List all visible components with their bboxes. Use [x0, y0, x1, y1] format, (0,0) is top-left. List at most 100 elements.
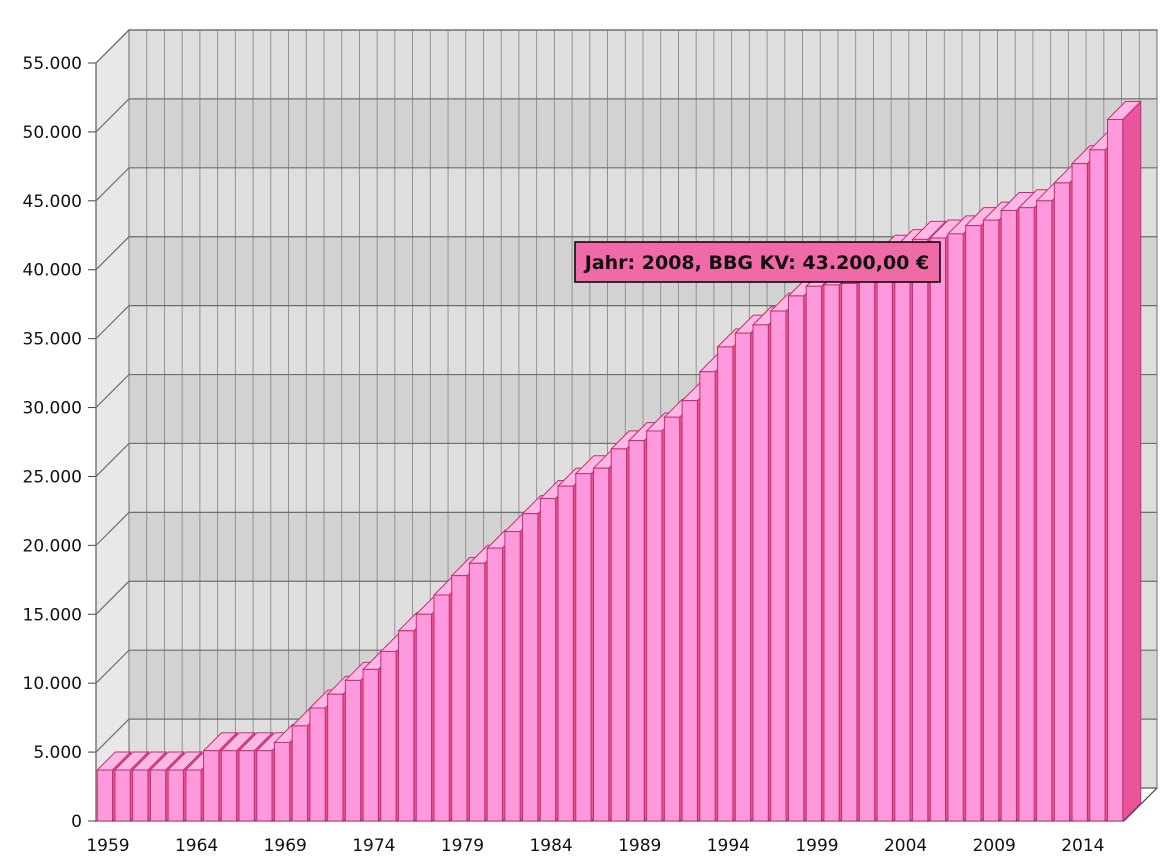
bar-front: [380, 650, 397, 822]
bar-front: [486, 547, 503, 822]
bar-front: [841, 283, 858, 822]
bar-front: [220, 750, 238, 822]
bar-front: [681, 400, 698, 822]
bar-front: [717, 346, 734, 822]
bar-front: [929, 237, 947, 822]
y-tick-label: 40.000: [23, 261, 82, 281]
y-tick-label: 30.000: [23, 399, 82, 419]
x-tick-label: 2009: [973, 836, 1016, 856]
bar-front: [770, 310, 787, 822]
bar-front: [876, 252, 893, 822]
bar-front: [415, 613, 433, 822]
bar-front: [1071, 163, 1088, 822]
floor-edge: [1123, 787, 1158, 822]
data-tooltip: Jahr: 2008, BBG KV: 43.200,00 €: [574, 241, 941, 283]
bar-front: [451, 575, 468, 822]
y-tick-label: 15.000: [23, 605, 82, 625]
x-tick-label: 1984: [529, 836, 572, 856]
bar-front: [965, 225, 982, 822]
y-tick-label: 35.000: [23, 330, 82, 350]
x-tick-label: 1989: [618, 836, 661, 856]
bar-front: [593, 467, 610, 822]
bar-front: [734, 332, 752, 822]
x-tick-label: 1994: [707, 836, 750, 856]
bar-front: [291, 725, 308, 822]
side-wall: [95, 28, 130, 823]
y-tick-label: 10.000: [23, 674, 82, 694]
side-gridline: [95, 305, 130, 340]
bar-front: [149, 769, 167, 822]
bar-front: [309, 707, 326, 822]
bar-front: [504, 531, 521, 822]
bar-front: [982, 219, 1000, 822]
side-gridline: [95, 718, 130, 753]
side-gridline: [95, 167, 130, 202]
y-axis-labels: 0 5.000 10.000 15.000 20.000 25.000 30.000 35.0…: [23, 54, 82, 832]
bar-front: [575, 473, 592, 822]
chart-bars: [96, 100, 1142, 823]
bar-front: [894, 247, 911, 822]
y-tick-label: 25.000: [23, 467, 82, 487]
y-tick-label: 0: [71, 812, 82, 832]
bar-front: [823, 284, 840, 822]
bar-front: [203, 750, 220, 822]
x-tick-label: 2004: [884, 836, 927, 856]
bar-front: [96, 769, 113, 822]
bar-front: [663, 416, 681, 822]
bar-front: [256, 750, 273, 822]
y-tick-label: 20.000: [23, 536, 82, 556]
bar-front: [699, 371, 716, 822]
bar-2016: [1106, 100, 1142, 823]
y-tick-label: 50.000: [23, 123, 82, 143]
bar-side: [1122, 100, 1142, 823]
bar-front: [238, 750, 255, 822]
bar-front: [805, 285, 822, 822]
tooltip-text: Jahr: 2008, BBG KV: 43.200,00 €: [583, 252, 930, 274]
side-gridline: [95, 29, 130, 64]
y-tick-label: 5.000: [33, 743, 82, 763]
x-tick-label: 1959: [86, 836, 129, 856]
bar-front: [468, 562, 486, 822]
bar-front: [1000, 209, 1017, 822]
x-tick-label: 1974: [352, 836, 395, 856]
bar-front: [114, 769, 131, 822]
x-tick-label: 1979: [441, 836, 484, 856]
bar-front: [858, 280, 876, 822]
bar-front: [1089, 149, 1106, 822]
bar-front: [362, 668, 379, 822]
bar-front: [273, 741, 291, 822]
bar-front: [628, 440, 645, 822]
side-gridline: [95, 236, 130, 271]
side-gridline: [95, 98, 130, 133]
tooltip-box: [574, 241, 941, 283]
bar-front: [398, 630, 415, 822]
bar-front: [167, 769, 184, 822]
bar-front: [1053, 182, 1071, 822]
side-gridline: [95, 580, 130, 615]
bar-front: [1018, 207, 1035, 822]
bar-front: [132, 769, 149, 822]
y-tick-label: 45.000: [23, 192, 82, 212]
bar-front: [433, 594, 450, 822]
bar-front: [947, 233, 964, 822]
x-tick-label: 1969: [264, 836, 307, 856]
x-tick-label: 1999: [795, 836, 838, 856]
bar-front: [185, 769, 202, 822]
x-axis-labels: 1959 1964 1969 1974 1979 1984 1989 1994 1999 2004…: [86, 836, 1104, 856]
bar-front: [522, 513, 539, 822]
side-gridline: [95, 443, 130, 477]
side-gridline: [95, 511, 130, 546]
bar-front: [912, 238, 929, 822]
bar-front: [752, 324, 769, 822]
side-gridline: [95, 649, 130, 684]
bar-front: [787, 295, 805, 822]
bar-front: [344, 679, 362, 822]
bar-front: [1107, 119, 1124, 822]
bar-front: [610, 448, 627, 822]
x-tick-label: 1964: [175, 836, 218, 856]
bar-front: [327, 693, 344, 822]
x-tick-label: 2014: [1061, 836, 1104, 856]
bar-front: [539, 498, 557, 822]
bar-front: [557, 485, 574, 822]
